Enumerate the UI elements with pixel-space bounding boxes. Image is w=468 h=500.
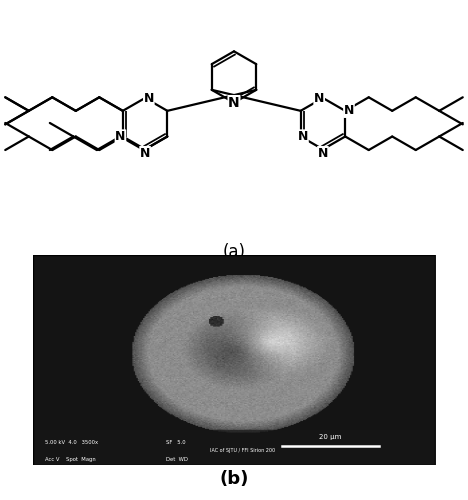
Text: 20 μm: 20 μm [319,434,342,440]
Text: Det  WD: Det WD [166,457,188,462]
Text: (b): (b) [219,470,249,488]
Text: N: N [228,96,240,110]
Text: IAC of SJTU / FFI Sirion 200: IAC of SJTU / FFI Sirion 200 [210,448,275,454]
Text: (a): (a) [222,243,246,261]
Text: N: N [144,92,154,104]
Text: N: N [318,146,328,160]
Text: SF   5.0: SF 5.0 [166,440,185,444]
Text: N: N [140,146,150,160]
Text: Acc V    Spot  Magn: Acc V Spot Magn [45,457,95,462]
Text: N: N [344,104,354,118]
Text: 5.00 kV  4.0   3500x: 5.00 kV 4.0 3500x [45,440,98,444]
Text: N: N [298,130,308,143]
Text: N: N [115,130,125,143]
Text: N: N [314,92,324,104]
